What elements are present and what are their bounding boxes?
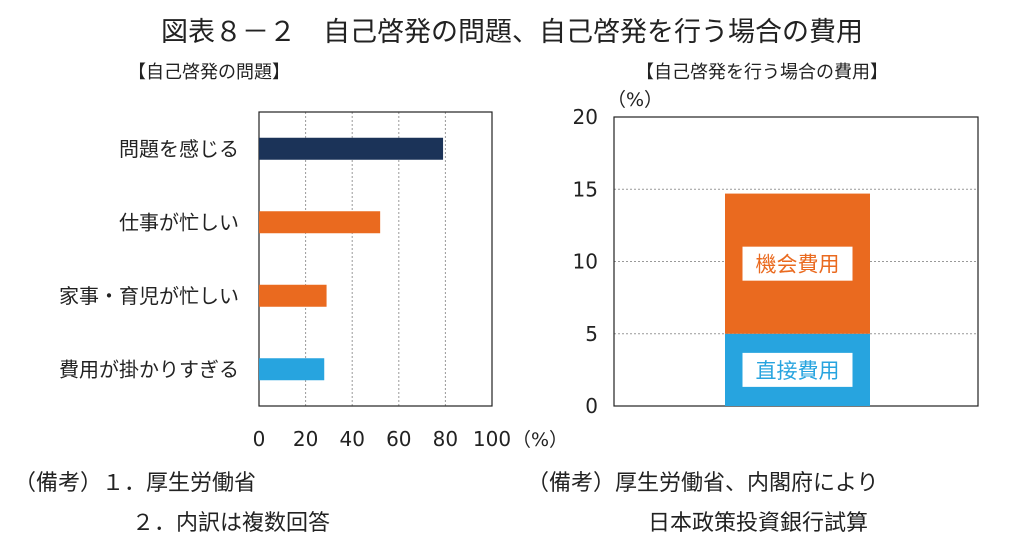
right-note-line-2: 日本政策投資銀行試算 [648,511,869,536]
x-tick-label: 100 [473,427,511,451]
bar-0 [259,137,444,160]
x-tick-label: 0 [253,427,266,451]
x-tick-label: 40 [339,427,364,451]
x-tick-label: 60 [386,427,411,451]
left-plot-frame [258,111,493,407]
bar-3 [259,358,325,381]
y-tick-label: 10 [573,250,598,274]
y-tick-label: 5 [585,322,598,346]
segment-label-box-1 [742,246,853,281]
right-chart-title: 【自己啓発を行う場合の費用】 [636,62,888,83]
category-label-1: 仕事が忙しい [119,210,239,234]
y-tick-label: 0 [585,394,598,418]
segment-label-0: 直接費用 [756,359,840,383]
right-unit-label: （%） [607,89,663,111]
category-label-2: 家事・育児が忙しい [59,284,239,308]
right-note-line-1: （備考）厚生労働省、内閣府により [527,471,879,496]
bar-2 [259,284,327,307]
x-tick-label: 80 [433,427,458,451]
bar-1 [259,211,381,234]
segment-label-box-0 [742,352,853,387]
x-tick-label: 20 [293,427,318,451]
category-label-3: 費用が掛かりすぎる [59,357,239,381]
left-unit-label: （%） [512,429,568,451]
figure-title: 図表８－２ 自己啓発の問題、自己啓発を行う場合の費用 [161,17,863,48]
left-note-line-1: （備考）１．厚生労働省 [14,471,257,496]
left-note-line-2: ２．内訳は複数回答 [132,511,331,536]
y-tick-label: 15 [573,177,598,201]
category-label-0: 問題を感じる [119,137,239,161]
segment-label-1: 機会費用 [756,253,840,277]
left-chart-title: 【自己啓発の問題】 [128,62,290,83]
y-tick-label: 20 [573,105,598,129]
